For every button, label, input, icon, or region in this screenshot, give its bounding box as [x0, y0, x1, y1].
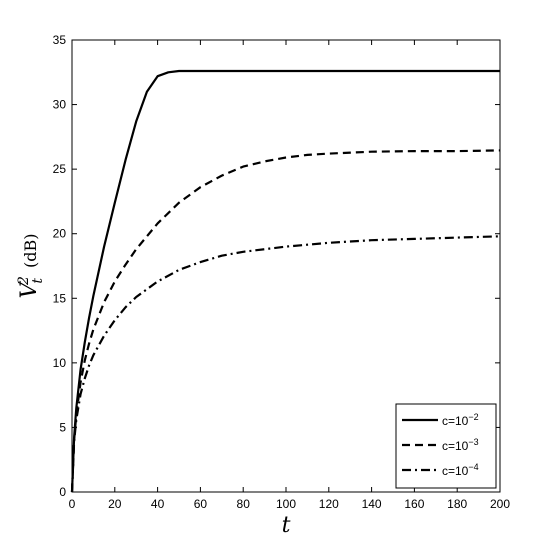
y-axis-label: Vt2 (dB) [16, 234, 46, 299]
legend-label-2: c=10−3 [442, 437, 479, 453]
x-tick-label: 20 [108, 497, 122, 511]
x-tick-label: 180 [447, 497, 467, 511]
y-tick-label: 5 [59, 420, 66, 434]
y-tick-label: 0 [59, 485, 66, 499]
x-tick-label: 60 [194, 497, 208, 511]
x-tick-label: 140 [362, 497, 382, 511]
x-tick-label: 100 [276, 497, 296, 511]
series-line-3 [70, 235, 501, 493]
x-tick-label: 0 [69, 497, 76, 511]
x-tick-label: 40 [151, 497, 165, 511]
y-tick-label: 10 [53, 356, 67, 370]
x-tick-label: 80 [237, 497, 251, 511]
y-tick-label: 30 [53, 98, 67, 112]
tick-layer: 0 20 40 60 80 100 120 140 160 180 200 0 5 10 15 20 25 30 3… [53, 33, 511, 511]
y-tick-label: 25 [53, 162, 67, 176]
legend-label-1: c=10−2 [442, 412, 479, 428]
y-axis-label-sup: 2 [16, 276, 32, 286]
legend-label-3: c=10−4 [442, 462, 479, 478]
legend: c=10−2 c=10−3 c=10−4 [395, 403, 497, 489]
x-axis-label: t [282, 513, 291, 538]
svg-text:Vt2(dB): Vt2 (dB) [16, 234, 46, 299]
y-tick-label: 35 [53, 33, 67, 47]
series-layer [70, 69, 501, 493]
x-tick-label: 120 [319, 497, 339, 511]
series-line-1 [70, 69, 500, 493]
y-axis-label-unit: (dB) [21, 234, 40, 268]
legend-box [395, 403, 497, 489]
y-axis-label-main: V [17, 280, 42, 298]
series-line-2 [70, 149, 501, 493]
y-tick-label: 15 [53, 291, 67, 305]
x-tick-label: 160 [404, 497, 424, 511]
x-tick-label: 200 [490, 497, 510, 511]
y-tick-label: 20 [53, 227, 67, 241]
y-axis-label-sub: t [30, 278, 46, 284]
